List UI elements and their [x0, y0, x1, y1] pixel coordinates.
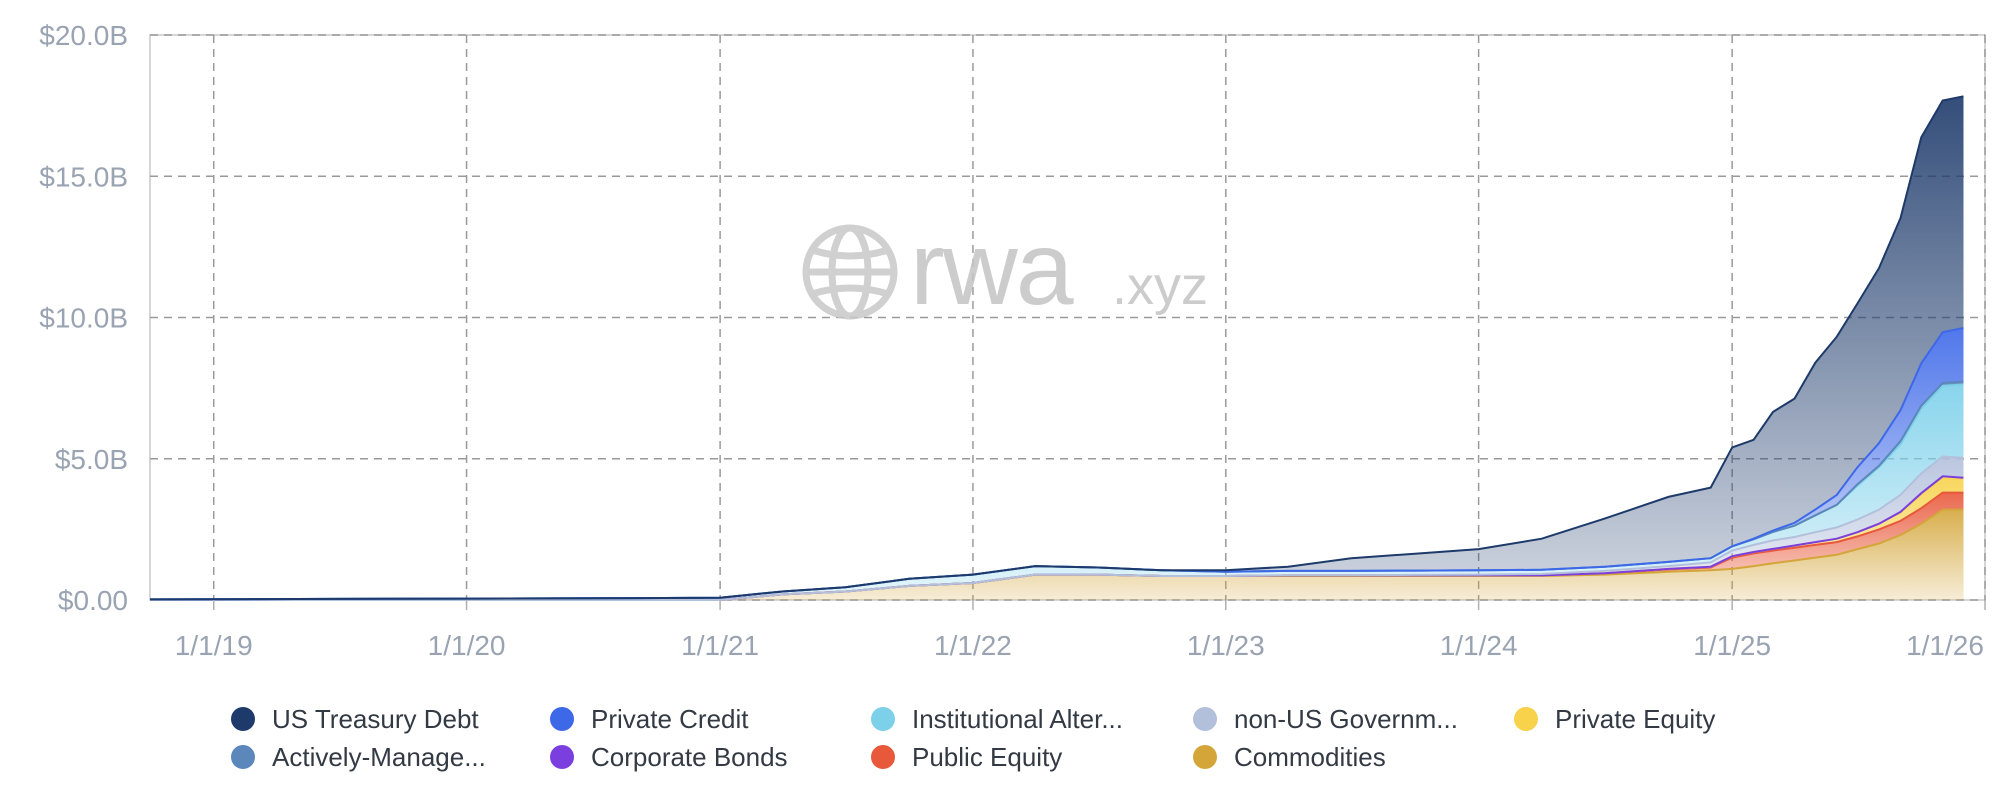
series-lines — [149, 95, 1964, 601]
legend-swatch — [231, 745, 255, 769]
legend-item-actively-managed-strategies[interactable]: Actively-Manage... — [231, 742, 486, 772]
area-commodities[interactable] — [150, 509, 1964, 600]
line-us-treasury-debt — [149, 95, 1964, 601]
legend-item-public-equity[interactable]: Public Equity — [871, 742, 1062, 772]
area-us-treasury-debt[interactable] — [150, 96, 1964, 600]
x-axis: 1/1/19 1/1/20 1/1/21 1/1/22 1/1/23 1/1/24 1/1/… — [175, 600, 1986, 661]
x-tick-label: 1/1/21 — [681, 630, 759, 661]
y-tick-label: $10.0B — [39, 303, 128, 334]
legend-swatch — [1514, 707, 1538, 731]
legend-swatch — [1193, 707, 1217, 731]
y-axis: $0.00 $5.0B $10.0B $15.0B $20.0B — [39, 20, 128, 616]
y-tick-label: $15.0B — [39, 161, 128, 192]
legend-item-private-equity[interactable]: Private Equity — [1514, 704, 1715, 734]
legend-label: Corporate Bonds — [591, 742, 788, 772]
x-tick-label: 1/1/22 — [934, 630, 1012, 661]
legend-item-commodities[interactable]: Commodities — [1193, 742, 1386, 772]
legend-item-institutional-alternative-funds[interactable]: Institutional Alter... — [871, 704, 1123, 734]
x-tick-label: 1/1/20 — [428, 630, 506, 661]
legend-swatch — [550, 745, 574, 769]
legend-item-non-us-government-debt[interactable]: non-US Governm... — [1193, 704, 1458, 734]
legend-swatch — [231, 707, 255, 731]
legend-item-us-treasury-debt[interactable]: US Treasury Debt — [231, 704, 479, 734]
watermark: rwa .xyz — [802, 211, 1208, 327]
line-non-us-government-debt — [150, 455, 1964, 601]
legend-label: US Treasury Debt — [272, 704, 479, 734]
legend-label: Private Equity — [1555, 704, 1715, 734]
legend-label: non-US Governm... — [1234, 704, 1458, 734]
legend: US Treasury Debt Private Credit Institutio… — [231, 704, 1715, 772]
legend-label: Actively-Manage... — [272, 742, 486, 772]
legend-swatch — [1193, 745, 1217, 769]
legend-swatch — [871, 707, 895, 731]
x-tick-label: 1/1/24 — [1440, 630, 1518, 661]
legend-item-private-credit[interactable]: Private Credit — [550, 704, 749, 734]
globe-icon — [802, 224, 898, 320]
legend-label: Private Credit — [591, 704, 749, 734]
x-tick-label: 1/1/23 — [1187, 630, 1265, 661]
watermark-brand: rwa — [910, 211, 1074, 327]
legend-label: Commodities — [1234, 742, 1386, 772]
legend-swatch — [550, 707, 574, 731]
watermark-suffix: .xyz — [1112, 256, 1208, 316]
x-tick-label: 1/1/19 — [175, 630, 253, 661]
legend-item-corporate-bonds[interactable]: Corporate Bonds — [550, 742, 788, 772]
x-tick-label: 1/1/26 — [1906, 630, 1984, 661]
y-tick-label: $0.00 — [58, 585, 128, 616]
y-tick-label: $5.0B — [55, 444, 128, 475]
y-tick-label: $20.0B — [39, 20, 128, 51]
legend-label: Public Equity — [912, 742, 1062, 772]
area-series — [150, 96, 1964, 600]
legend-label: Institutional Alter... — [912, 704, 1123, 734]
legend-swatch — [871, 745, 895, 769]
x-tick-label: 1/1/25 — [1693, 630, 1771, 661]
